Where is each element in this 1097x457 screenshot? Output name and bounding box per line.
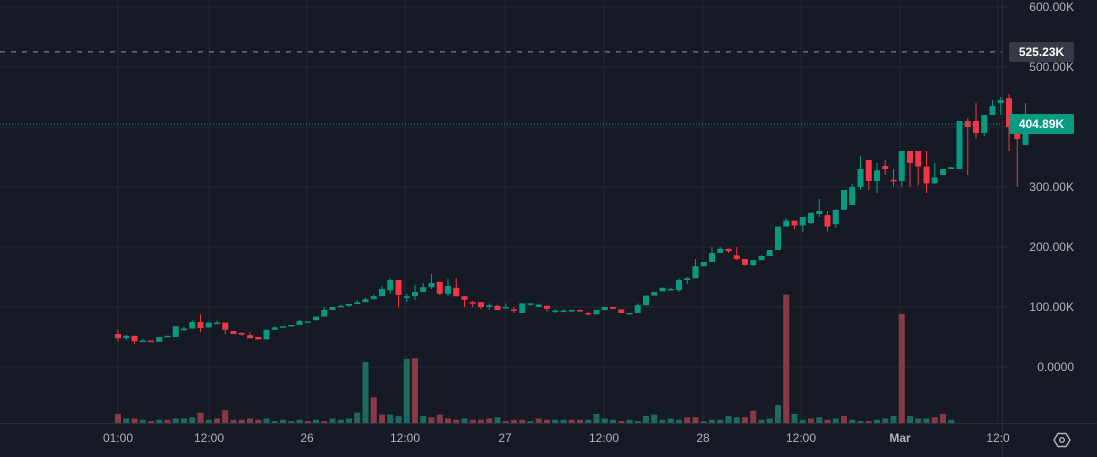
- chart-settings-button[interactable]: [1053, 431, 1071, 449]
- time-tick-label: 27: [498, 431, 512, 445]
- time-tick-label: 12:00: [389, 431, 421, 445]
- time-tick-label: 12:00: [588, 431, 620, 445]
- price-tick-label: 300.00K: [1029, 180, 1074, 194]
- price-tick-label: 100.00K: [1029, 300, 1074, 314]
- current-price-tag: 404.89K: [1009, 114, 1074, 135]
- gear-hexagon-icon: [1053, 432, 1071, 448]
- last-high-price-tag: 525.23K: [1009, 41, 1074, 62]
- time-tick-label: 12:00: [193, 431, 225, 445]
- price-tick-label: 200.00K: [1029, 240, 1074, 254]
- time-tick-label: 28: [696, 431, 710, 445]
- time-tick-label: 12:00: [785, 431, 817, 445]
- price-tick-label: 600.00K: [1029, 0, 1074, 14]
- time-tick-label: 26: [300, 431, 314, 445]
- time-tick-label: Mar: [889, 431, 911, 445]
- time-tick-label: 12:0: [986, 431, 1010, 445]
- time-tick-label: 01:00: [102, 431, 134, 445]
- price-tick-label: 500.00K: [1029, 60, 1074, 74]
- price-tick-label: 0.0000: [1037, 360, 1074, 374]
